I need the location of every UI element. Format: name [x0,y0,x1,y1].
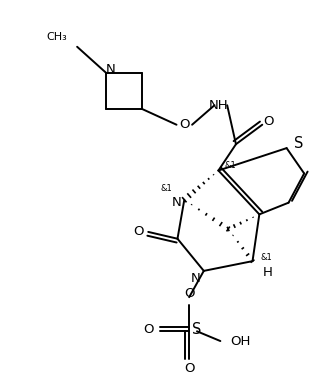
Text: N: N [105,63,115,76]
Text: N: N [191,272,201,285]
Text: O: O [184,287,194,300]
Text: O: O [143,323,154,336]
Text: CH₃: CH₃ [47,32,67,42]
Text: S: S [192,322,202,337]
Text: H: H [263,266,273,279]
Text: OH: OH [230,334,251,347]
Text: S: S [295,136,304,151]
Text: O: O [179,118,190,131]
Text: O: O [263,115,273,128]
Text: &1: &1 [260,253,272,262]
Text: &1: &1 [161,184,173,193]
Text: O: O [133,226,144,238]
Text: O: O [184,362,194,374]
Text: NH: NH [209,99,228,112]
Text: N: N [172,196,181,209]
Text: &1: &1 [224,161,236,170]
